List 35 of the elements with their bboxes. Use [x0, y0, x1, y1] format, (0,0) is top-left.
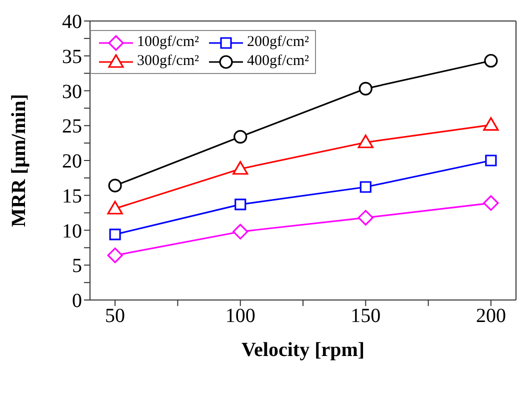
legend-label: 200gf/cm²	[247, 34, 309, 51]
y-tick-label: 10	[62, 220, 82, 242]
legend-label: 400gf/cm²	[247, 53, 309, 70]
legend-label: 100gf/cm²	[137, 34, 199, 51]
y-tick-label: 25	[62, 116, 82, 138]
y-tick-label: 15	[62, 185, 82, 208]
y-tick-label: 35	[62, 46, 82, 68]
point	[108, 178, 122, 192]
legend-label: 300gf/cm²	[137, 53, 199, 70]
point	[483, 195, 499, 211]
point	[358, 210, 374, 226]
point	[484, 54, 498, 68]
x-tick-label: 50	[105, 305, 126, 328]
y-tick-label: 0	[72, 290, 82, 312]
y-tick-label: 40	[62, 11, 82, 34]
point	[232, 161, 248, 175]
point	[234, 198, 246, 210]
x-tick-label: 200	[476, 305, 506, 328]
point	[107, 200, 123, 214]
y-tick-label: 20	[62, 150, 82, 173]
point	[358, 134, 374, 148]
point	[109, 228, 121, 240]
y-axis-title: MRR [μm/min]	[8, 94, 30, 227]
x-tick-label: 100	[225, 305, 256, 328]
x-axis-title: Velocity [rpm]	[241, 339, 365, 361]
y-tick-label: 30	[62, 80, 82, 103]
point	[234, 130, 248, 144]
x-tick-label: 150	[350, 305, 381, 328]
point	[485, 154, 497, 166]
point	[358, 82, 372, 96]
point	[232, 224, 248, 240]
point	[107, 248, 123, 264]
point	[483, 117, 499, 131]
y-tick-label: 5	[72, 255, 82, 278]
point	[360, 181, 372, 193]
